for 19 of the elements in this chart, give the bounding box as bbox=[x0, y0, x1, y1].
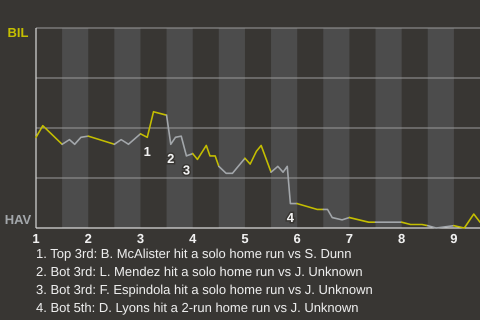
x-tick-label: 6 bbox=[294, 231, 301, 246]
text: BIL bbox=[8, 25, 29, 40]
x-tick-label: 5 bbox=[241, 231, 249, 246]
annotation: 1 bbox=[144, 144, 151, 159]
annotation: 3 bbox=[182, 162, 190, 178]
x-tick-label: 8 bbox=[398, 231, 406, 246]
text: 1. Top 3rd: B. McAlister hit a solo home run vs S. Dunn bbox=[36, 246, 352, 261]
x-tick-label: 3 bbox=[136, 231, 144, 246]
x-tick-label: 7 bbox=[346, 231, 354, 246]
x-tick-label: 2 bbox=[84, 231, 92, 246]
text: HAV bbox=[4, 212, 32, 227]
text: 3. Bot 3rd: F. Espindola hit a solo home run vs J. Unknown bbox=[36, 282, 373, 297]
x-tick-label: 4 bbox=[189, 231, 198, 246]
x-tick-label: 1 bbox=[32, 231, 40, 246]
text: 2. Bot 3rd: L. Mendez hit a solo home run vs J. Unknown bbox=[36, 264, 363, 279]
annotation: 4 bbox=[286, 210, 295, 226]
text: 4. Bot 5th: D. Lyons hit a 2-run home run vs J. Unknown bbox=[36, 300, 359, 315]
x-tick-label: 9 bbox=[450, 231, 458, 246]
annotation: 2 bbox=[167, 150, 174, 166]
